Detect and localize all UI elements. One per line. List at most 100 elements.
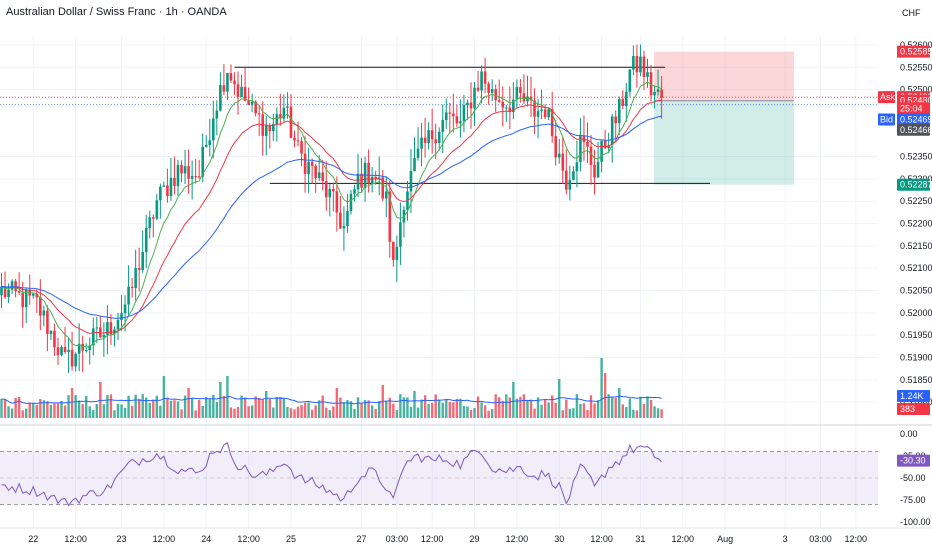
volume-bar [374, 408, 377, 418]
candle-body [625, 91, 628, 106]
candle-body [257, 113, 261, 115]
volume-bar [314, 405, 317, 418]
volume-bar [67, 395, 70, 418]
candle-body [483, 71, 487, 84]
candle-body [240, 86, 243, 98]
candle-body [589, 146, 593, 165]
price-tick-label: 0.51900 [900, 352, 932, 362]
candle-body [452, 113, 455, 117]
time-tick-label: 30 [554, 534, 564, 544]
candle-body [166, 185, 169, 197]
time-tick-label: 31 [635, 534, 645, 544]
time-tick-label: 12:00 [672, 534, 695, 544]
volume-bar [646, 396, 649, 418]
candle-body [497, 100, 501, 102]
volume-bar [159, 405, 162, 418]
candle-body [247, 100, 250, 105]
candle-body [603, 140, 607, 149]
candle-body [130, 286, 134, 289]
candle-body [314, 165, 317, 179]
candle-body [384, 191, 388, 199]
candle-body [342, 226, 346, 229]
candle-body [399, 222, 402, 247]
volume-bar [490, 409, 494, 418]
candle-body [95, 327, 99, 329]
candle-body [74, 353, 77, 367]
candle-body [653, 91, 656, 96]
candle-body [151, 217, 155, 219]
volume-bar [409, 406, 413, 418]
volume-bar [328, 410, 331, 418]
price-tag-label: Bid [880, 114, 893, 124]
volume-bar [385, 401, 388, 418]
volume-bar [173, 400, 176, 418]
candle-body [512, 99, 515, 113]
candle-body [116, 319, 120, 330]
candle-body [554, 136, 558, 158]
moving-averages [1, 81, 662, 348]
volume-bar [293, 409, 296, 418]
volume-bar [325, 407, 328, 418]
candle-body [109, 322, 113, 335]
volume-bar [127, 395, 130, 418]
candle-body [522, 93, 526, 102]
volume-bar [35, 404, 38, 418]
time-tick-label: 24 [201, 534, 211, 544]
volume-bar [120, 404, 123, 418]
volume-bar [257, 397, 261, 418]
rsi-tag-value: -30.30 [900, 456, 926, 466]
volume-bar [660, 409, 663, 418]
candle-body [469, 102, 473, 109]
candle-body [31, 293, 35, 296]
price-tag-box [897, 102, 930, 115]
volume-bar [487, 410, 490, 418]
candle-body [543, 109, 547, 118]
short-position-tool[interactable] [0, 51, 878, 185]
time-tick-label: Aug [717, 534, 733, 544]
time-tick-label: 12:00 [237, 534, 260, 544]
candle-body [490, 89, 494, 93]
candle-body [413, 157, 416, 172]
ema-mid-line [1, 99, 662, 334]
volume-bar [469, 409, 473, 418]
price-tick-label: 0.52000 [900, 308, 932, 318]
candle-body [233, 80, 236, 85]
candle-body [268, 124, 272, 132]
candle-body [579, 135, 582, 163]
candle-body [381, 177, 385, 199]
candle-body [183, 166, 187, 174]
time-axis[interactable]: 22 12:00 23 12:00 24 12:00 25 27 03:00 12:00 29 12:… [0, 527, 932, 544]
candle-body [628, 69, 632, 92]
volume-bar [25, 408, 28, 418]
candle-body [236, 84, 240, 98]
volume-bar [543, 399, 547, 418]
volume-tag-value: 383 [900, 404, 915, 414]
candle-body [264, 124, 268, 136]
volume-bar [434, 394, 437, 418]
price-tick-label: 0.52050 [900, 286, 932, 296]
candle-body [321, 172, 325, 182]
volume-bars [0, 358, 663, 418]
volume-bar [540, 404, 543, 418]
volume-bar [603, 373, 607, 418]
volume-bar [123, 407, 127, 418]
candle-body [99, 327, 102, 338]
candle-body [550, 109, 554, 137]
horizontal-levels[interactable] [234, 66, 710, 184]
volume-bar [180, 409, 183, 418]
candle-body [215, 110, 219, 119]
time-tick-label: 27 [357, 534, 367, 544]
candle-body [349, 193, 353, 212]
candle-body [7, 289, 10, 298]
candle-body [144, 228, 148, 253]
volume-bar [130, 405, 134, 418]
candle-body [610, 116, 614, 146]
volume-bar [349, 401, 353, 418]
time-tick-label: 23 [117, 534, 127, 544]
candle-body [430, 130, 434, 140]
volume-bar [494, 394, 497, 418]
volume-bar [438, 399, 441, 418]
volume-bar [307, 402, 310, 418]
volume-tag-box [897, 390, 930, 402]
